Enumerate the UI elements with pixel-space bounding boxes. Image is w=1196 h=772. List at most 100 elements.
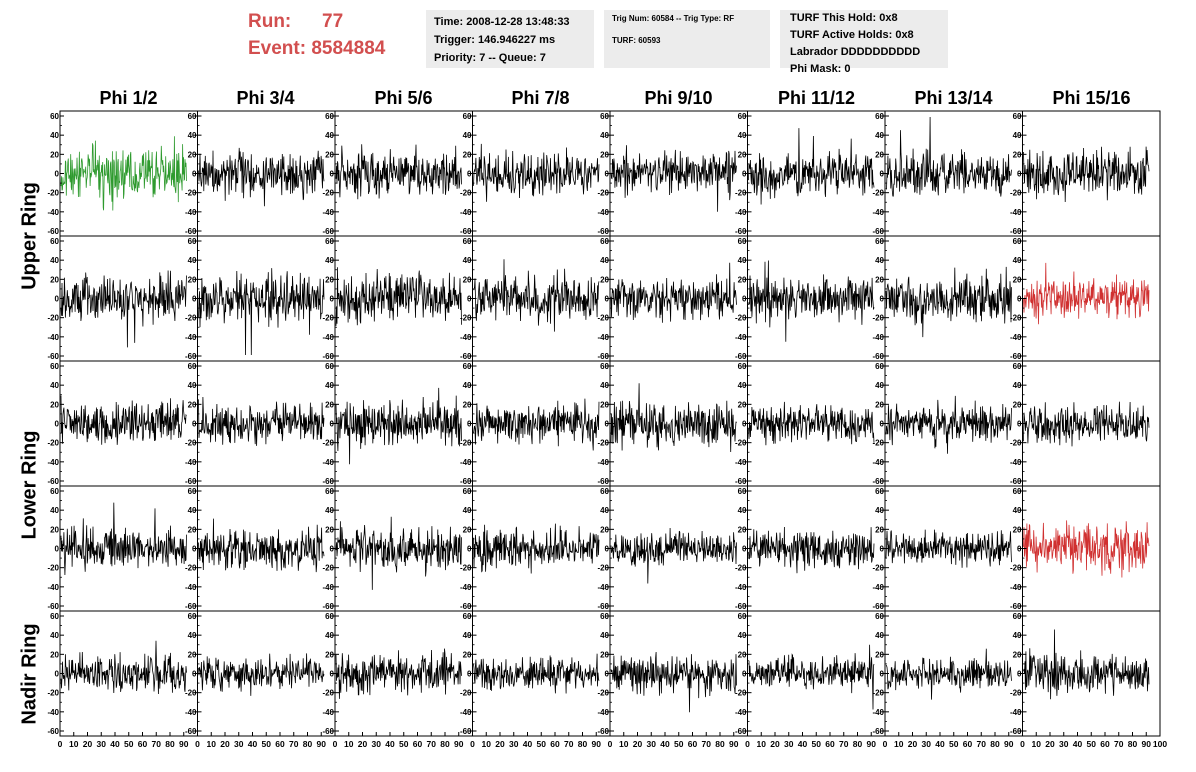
y-tick-label: 40 — [463, 256, 472, 265]
y-tick-label: -40 — [1010, 583, 1022, 592]
y-tick-label: 0 — [605, 295, 610, 304]
y-tick-label: 20 — [325, 275, 334, 284]
y-tick-label: 0 — [330, 670, 335, 679]
y-tick-label: 40 — [325, 631, 334, 640]
waveform-trace — [885, 529, 1012, 568]
y-tick-label: 0 — [467, 170, 472, 179]
x-tick-label: 10 — [757, 739, 767, 749]
y-tick-label: 0 — [880, 545, 885, 554]
y-tick-label: 20 — [738, 150, 747, 159]
y-tick-label: 60 — [738, 237, 747, 246]
y-tick-label: -40 — [1010, 708, 1022, 717]
x-tick-label: 80 — [990, 739, 1000, 749]
y-tick-label: -60 — [47, 602, 59, 611]
y-tick-label: 60 — [325, 487, 334, 496]
y-tick-label: 60 — [1013, 487, 1022, 496]
x-tick-label: 70 — [977, 739, 987, 749]
x-tick-label: 20 — [1045, 739, 1055, 749]
x-tick-label: 50 — [812, 739, 822, 749]
x-tick-label: 90 — [1142, 739, 1152, 749]
y-tick-label: -60 — [185, 727, 197, 736]
y-tick-label: -40 — [597, 208, 609, 217]
y-tick-label: 40 — [50, 631, 59, 640]
y-tick-label: -60 — [322, 477, 334, 486]
y-tick-label: -20 — [735, 689, 747, 698]
waveform-trace — [60, 136, 187, 211]
y-tick-label: 40 — [1013, 631, 1022, 640]
y-tick-label: 40 — [600, 131, 609, 140]
y-tick-label: 60 — [738, 362, 747, 371]
waveform-trace — [610, 383, 737, 453]
y-tick-label: 20 — [188, 150, 197, 159]
y-tick-label: -40 — [872, 458, 884, 467]
y-tick-label: 0 — [467, 295, 472, 304]
y-tick-label: 60 — [1013, 612, 1022, 621]
y-tick-label: -60 — [460, 477, 472, 486]
y-tick-label: 20 — [600, 275, 609, 284]
y-tick-label: -40 — [47, 708, 59, 717]
y-tick-label: 40 — [188, 381, 197, 390]
y-tick-label: -60 — [872, 727, 884, 736]
y-tick-label: -40 — [47, 208, 59, 217]
y-tick-label: -60 — [872, 227, 884, 236]
x-tick-label: 90 — [729, 739, 739, 749]
y-tick-label: 40 — [188, 506, 197, 515]
y-tick-label: -60 — [872, 352, 884, 361]
x-tick-label: 0 — [58, 739, 63, 749]
x-tick-label: 40 — [523, 739, 533, 749]
y-tick-label: -60 — [1010, 352, 1022, 361]
y-tick-label: 60 — [1013, 237, 1022, 246]
y-tick-label: -40 — [460, 208, 472, 217]
y-tick-label: -20 — [1010, 314, 1022, 323]
y-tick-label: -40 — [185, 708, 197, 717]
waveform-trace — [60, 640, 187, 695]
y-tick-label: 60 — [463, 112, 472, 121]
x-tick-label: 60 — [963, 739, 973, 749]
y-tick-label: -40 — [322, 458, 334, 467]
y-tick-label: 20 — [463, 525, 472, 534]
y-tick-label: 20 — [738, 525, 747, 534]
x-tick-label: 70 — [702, 739, 712, 749]
y-tick-label: 0 — [330, 545, 335, 554]
turf-text: TURF: 60593 — [612, 36, 661, 45]
y-tick-label: 60 — [1013, 362, 1022, 371]
y-tick-label: 40 — [463, 506, 472, 515]
x-tick-label: 60 — [688, 739, 698, 749]
event-value: 8584884 — [311, 38, 386, 59]
y-tick-label: 20 — [463, 150, 472, 159]
time-info-box: Time: 2008-12-28 13:48:33 Trigger: 146.9… — [426, 10, 594, 68]
y-tick-label: 20 — [600, 525, 609, 534]
y-tick-label: 20 — [1013, 400, 1022, 409]
y-tick-label: 0 — [742, 170, 747, 179]
x-tick-label: 40 — [248, 739, 258, 749]
time-text: Time: 2008-12-28 13:48:33 — [434, 16, 570, 28]
waveform-trace — [198, 268, 325, 356]
y-tick-label: -40 — [735, 208, 747, 217]
x-tick-label: 80 — [303, 739, 313, 749]
waveform-trace — [198, 653, 325, 696]
x-tick-label: 0 — [745, 739, 750, 749]
y-tick-label: -20 — [597, 564, 609, 573]
y-tick-label: 0 — [330, 420, 335, 429]
y-tick-label: 20 — [50, 650, 59, 659]
y-tick-label: -60 — [735, 477, 747, 486]
x-tick-label: 50 — [124, 739, 134, 749]
y-tick-label: 60 — [875, 362, 884, 371]
y-tick-label: -60 — [322, 727, 334, 736]
x-tick-label: 20 — [908, 739, 918, 749]
y-tick-label: 40 — [738, 256, 747, 265]
y-tick-label: 60 — [463, 487, 472, 496]
x-tick-label: 100 — [1153, 739, 1167, 749]
x-tick-label: 60 — [275, 739, 285, 749]
y-tick-label: 40 — [875, 506, 884, 515]
y-tick-label: -40 — [735, 458, 747, 467]
y-tick-label: 20 — [463, 275, 472, 284]
x-tick-label: 20 — [220, 739, 230, 749]
y-tick-label: 20 — [325, 150, 334, 159]
x-tick-label: 60 — [138, 739, 148, 749]
turf-active-text: TURF Active Holds: 0x8 — [790, 29, 914, 41]
y-tick-label: -40 — [1010, 208, 1022, 217]
column-header-phi-5-6: Phi 5/6 — [374, 88, 433, 108]
y-tick-label: -20 — [322, 314, 334, 323]
x-tick-label: 40 — [660, 739, 670, 749]
